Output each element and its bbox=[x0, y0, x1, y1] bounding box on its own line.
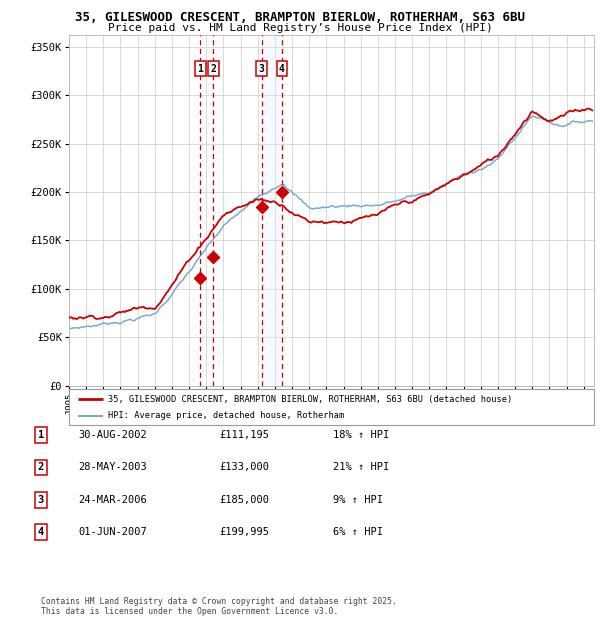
Text: 2: 2 bbox=[38, 463, 44, 472]
Text: 35, GILESWOOD CRESCENT, BRAMPTON BIERLOW, ROTHERHAM, S63 6BU (detached house): 35, GILESWOOD CRESCENT, BRAMPTON BIERLOW… bbox=[109, 394, 512, 404]
Text: 21% ↑ HPI: 21% ↑ HPI bbox=[333, 463, 389, 472]
Text: 9% ↑ HPI: 9% ↑ HPI bbox=[333, 495, 383, 505]
Text: 6% ↑ HPI: 6% ↑ HPI bbox=[333, 527, 383, 537]
Text: £133,000: £133,000 bbox=[219, 463, 269, 472]
Text: 28-MAY-2003: 28-MAY-2003 bbox=[78, 463, 147, 472]
Text: 18% ↑ HPI: 18% ↑ HPI bbox=[333, 430, 389, 440]
Bar bbox=[262, 35, 282, 386]
Text: HPI: Average price, detached house, Rotherham: HPI: Average price, detached house, Roth… bbox=[109, 411, 344, 420]
Text: 4: 4 bbox=[279, 64, 285, 74]
Text: 30-AUG-2002: 30-AUG-2002 bbox=[78, 430, 147, 440]
Text: 01-JUN-2007: 01-JUN-2007 bbox=[78, 527, 147, 537]
Text: 1: 1 bbox=[38, 430, 44, 440]
Text: £111,195: £111,195 bbox=[219, 430, 269, 440]
Text: 3: 3 bbox=[38, 495, 44, 505]
Text: 1: 1 bbox=[197, 64, 203, 74]
Text: Contains HM Land Registry data © Crown copyright and database right 2025.
This d: Contains HM Land Registry data © Crown c… bbox=[41, 597, 397, 616]
Text: Price paid vs. HM Land Registry’s House Price Index (HPI): Price paid vs. HM Land Registry’s House … bbox=[107, 23, 493, 33]
Text: 4: 4 bbox=[38, 527, 44, 537]
Text: £185,000: £185,000 bbox=[219, 495, 269, 505]
Text: 35, GILESWOOD CRESCENT, BRAMPTON BIERLOW, ROTHERHAM, S63 6BU: 35, GILESWOOD CRESCENT, BRAMPTON BIERLOW… bbox=[75, 11, 525, 24]
Text: 3: 3 bbox=[259, 64, 265, 74]
Text: 2: 2 bbox=[210, 64, 216, 74]
Text: 24-MAR-2006: 24-MAR-2006 bbox=[78, 495, 147, 505]
Text: £199,995: £199,995 bbox=[219, 527, 269, 537]
